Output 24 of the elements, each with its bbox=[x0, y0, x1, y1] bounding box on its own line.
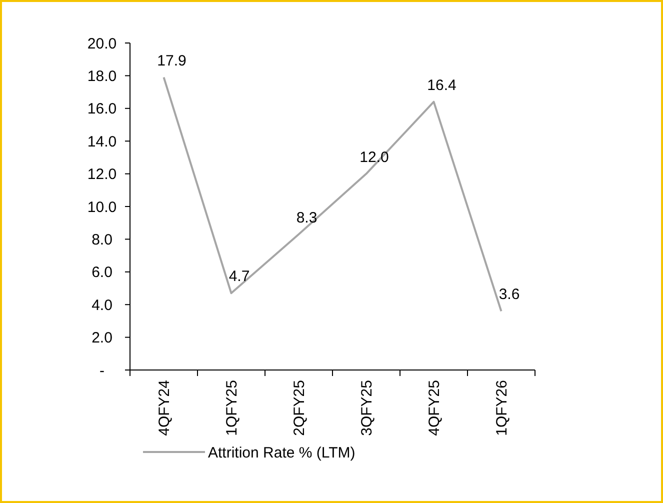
y-tick-label: 8.0 bbox=[92, 231, 112, 248]
x-tick-label: 4QFY25 bbox=[426, 380, 443, 436]
y-tick-label: 2.0 bbox=[92, 330, 112, 347]
legend-label: Attrition Rate % (LTM) bbox=[208, 444, 356, 462]
y-tick-label: 10.0 bbox=[87, 198, 117, 216]
x-tick-label: 4QFY24 bbox=[156, 380, 173, 436]
y-tick-label: 20.0 bbox=[87, 35, 117, 52]
y-tick-label: 16.0 bbox=[87, 100, 117, 118]
data-label: 8.3 bbox=[296, 209, 318, 226]
y-tick-label: 14.0 bbox=[87, 133, 117, 150]
data-label: 3.6 bbox=[498, 286, 520, 304]
data-label: 4.7 bbox=[228, 268, 250, 286]
y-tick-label: 4.0 bbox=[92, 296, 112, 314]
y-tick-label: 6.0 bbox=[92, 264, 112, 282]
data-label: 16.4 bbox=[427, 76, 456, 94]
y-tick-label: 18.0 bbox=[87, 68, 117, 85]
x-tick-label: 1QFY25 bbox=[224, 380, 240, 436]
x-tick-label: 3QFY25 bbox=[358, 380, 376, 436]
y-tick-label: - bbox=[100, 362, 104, 380]
data-label: 12.0 bbox=[360, 148, 389, 166]
x-tick-label: 1QFY26 bbox=[494, 380, 510, 436]
x-tick-label: 2QFY25 bbox=[291, 380, 308, 436]
data-label: 17.9 bbox=[157, 52, 186, 70]
y-tick-label: 12.0 bbox=[87, 166, 117, 184]
